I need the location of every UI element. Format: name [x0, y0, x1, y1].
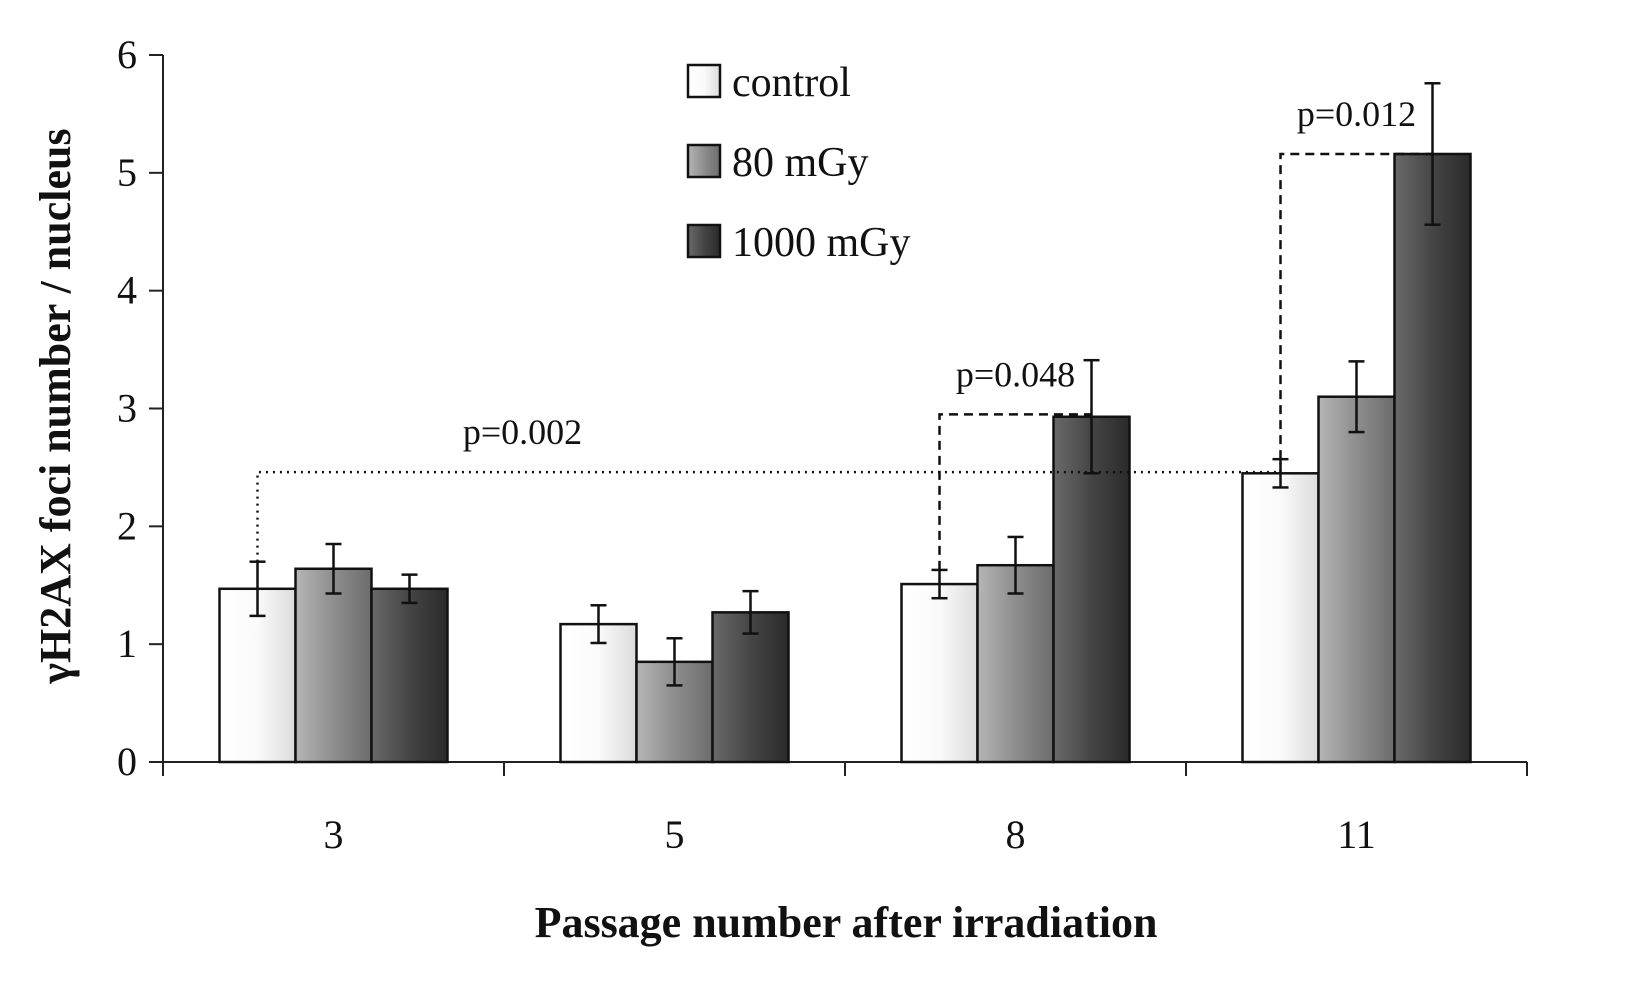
x-tick-label: 8	[1006, 812, 1026, 857]
legend-label: control	[732, 60, 851, 106]
bar-control-p8	[900, 582, 979, 764]
y-tick-label: 0	[117, 739, 137, 784]
y-tick-label: 5	[117, 150, 137, 195]
bar-1000mgy-p5	[711, 611, 790, 764]
significance-bracket	[938, 413, 1092, 570]
y-tick-label: 6	[117, 32, 137, 77]
bar-control-p3	[218, 587, 297, 764]
bar-1000mgy-p3	[370, 587, 449, 764]
y-axis-title: γH2AX foci number / nucleus	[31, 128, 80, 684]
error-bars-layer	[249, 82, 1441, 687]
x-tick-label: 11	[1337, 812, 1376, 857]
legend-label: 80 mGy	[732, 140, 869, 186]
y-tick-label: 3	[117, 386, 137, 431]
legend-label: 1000 mGy	[732, 220, 911, 266]
bar-control-p11	[1241, 472, 1320, 764]
bar-80mgy-p3	[294, 567, 373, 764]
bar-1000mgy-p11	[1393, 152, 1472, 764]
bar-80mgy-p11	[1317, 395, 1396, 764]
annotations-layer: p=0.002 p=0.048 p=0.012	[256, 94, 1433, 570]
legend-swatch	[686, 143, 722, 179]
y-tick-label: 1	[117, 621, 137, 666]
y-tick-label: 2	[117, 503, 137, 548]
x-tick-label: 5	[665, 812, 685, 857]
x-tick-label: 3	[324, 812, 344, 857]
bar-control-p5	[559, 622, 638, 764]
p-value-label: p=0.012	[1297, 94, 1416, 134]
y-tick-label: 4	[117, 268, 137, 313]
p-value-label: p=0.048	[956, 354, 1075, 394]
legend-swatch	[686, 223, 722, 259]
significance-bracket	[1279, 152, 1433, 460]
bars-layer	[218, 152, 1472, 764]
p-value-label: p=0.002	[463, 412, 582, 452]
x-axis-title: Passage number after irradiation	[535, 898, 1158, 947]
legend-swatch	[686, 63, 722, 99]
legend: control 80 mGy 1000 mGy	[686, 60, 911, 266]
